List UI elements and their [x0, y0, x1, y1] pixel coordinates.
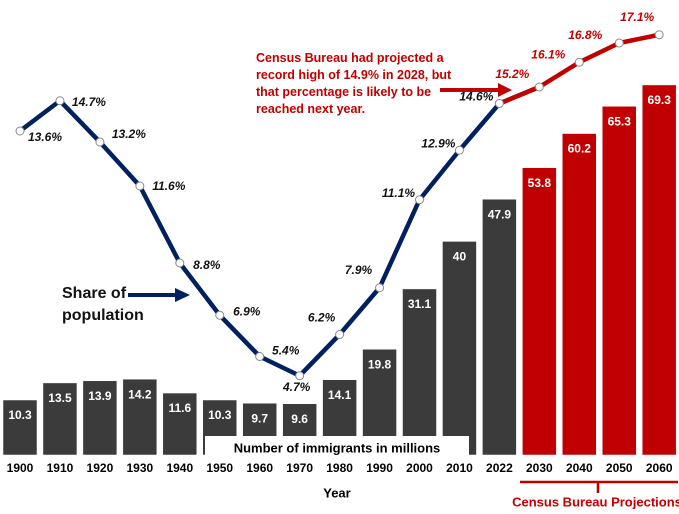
bar — [122, 378, 158, 456]
bar-label: 11.6 — [168, 401, 191, 415]
bar — [442, 241, 477, 456]
bar — [82, 380, 118, 456]
line-label: 6.9% — [233, 304, 261, 318]
bar-label: 10.3 — [8, 408, 32, 422]
bar-label: 60.2 — [568, 142, 592, 156]
line-point — [534, 82, 544, 92]
line — [18, 84, 541, 378]
x-tick-label: 1980 — [326, 461, 353, 475]
projection-bracket — [520, 480, 678, 493]
bar — [602, 106, 637, 456]
bar — [562, 133, 597, 456]
bar-label: 13.9 — [88, 389, 112, 403]
bar — [482, 198, 517, 456]
bar — [641, 84, 677, 456]
line-point — [654, 30, 664, 40]
line-label: 5.4% — [272, 344, 300, 358]
line-series-label: Share of population — [62, 285, 144, 324]
line-point — [574, 57, 584, 67]
annotation-arrowhead — [498, 83, 512, 97]
x-tick-label: 2060 — [646, 461, 673, 475]
projection-label: Census Bureau Projections — [512, 494, 679, 509]
bar-series-label: Number of immigrants in millions — [234, 440, 441, 455]
line-point — [215, 310, 225, 320]
line-point — [335, 330, 345, 339]
bar-legend-box — [205, 436, 469, 459]
x-axis-label: Year — [323, 485, 350, 500]
x-tick-label: 1950 — [206, 461, 233, 475]
line-point — [55, 96, 65, 106]
x-tick-label: 1940 — [166, 461, 193, 475]
line-label-arrowhead — [175, 288, 190, 302]
line-point — [175, 258, 185, 268]
line-label: 6.2% — [308, 311, 336, 325]
x-tick-label: 2022 — [486, 461, 513, 475]
x-tick-label: 1970 — [286, 461, 313, 475]
x-tick-label: 1960 — [246, 461, 273, 475]
x-tick-label: 1910 — [47, 461, 74, 475]
bar-label: 40 — [453, 250, 467, 264]
line-label: 12.9% — [421, 136, 455, 150]
x-tick-label: 1990 — [366, 461, 393, 475]
x-tick-label: 1900 — [7, 461, 34, 475]
line-label: 17.1% — [620, 10, 654, 24]
x-tick-label: 2010 — [446, 461, 473, 475]
line-point — [454, 145, 464, 155]
line-label: 11.6% — [152, 179, 185, 193]
x-tick-label: 2050 — [606, 461, 633, 475]
line-label: 14.7% — [72, 95, 106, 109]
line-label: 16.8% — [568, 28, 602, 42]
line-point — [255, 352, 265, 361]
line-point — [15, 126, 25, 136]
bar-label: 14.2 — [128, 387, 152, 401]
bar-label: 13.5 — [48, 391, 72, 405]
x-tick-label: 1920 — [87, 461, 114, 475]
line-label: 14.6% — [459, 90, 493, 104]
bar-label: 14.1 — [328, 388, 352, 402]
x-tick-label: 1930 — [126, 461, 153, 475]
line-label: 13.2% — [112, 127, 146, 141]
line-label: 8.8% — [193, 258, 221, 272]
line-label: 11.1% — [382, 186, 415, 200]
bar-label: 9.6 — [291, 412, 308, 426]
line-label: 16.1% — [531, 47, 565, 61]
bar-label: 9.7 — [251, 411, 268, 425]
bar-label: 47.9 — [488, 207, 512, 221]
x-tick-label: 2000 — [406, 461, 433, 475]
bar-label: 65.3 — [608, 114, 632, 128]
line-point — [95, 137, 105, 147]
bar — [402, 288, 437, 456]
line-point — [415, 195, 424, 205]
line-point — [614, 38, 624, 48]
x-tick-label: 2040 — [566, 461, 593, 475]
bar-label: 53.8 — [528, 176, 552, 190]
line-point — [295, 371, 305, 381]
bar — [2, 399, 38, 456]
line-point — [375, 283, 385, 293]
line-label: 4.7% — [282, 380, 311, 394]
bar — [162, 392, 198, 456]
bar-label: 10.3 — [208, 408, 232, 422]
bar-label: 69.3 — [648, 93, 672, 107]
line-label: 7.9% — [345, 263, 373, 277]
line-label: 15.2% — [495, 67, 529, 81]
line-point — [135, 181, 145, 191]
bar — [522, 167, 557, 456]
x-tick-label: 2030 — [526, 461, 553, 475]
line-point — [494, 99, 504, 108]
annotation: Census Bureau had projected a record hig… — [256, 51, 452, 116]
bar-label: 31.1 — [408, 297, 432, 311]
line-label: 13.6% — [28, 130, 62, 144]
bar — [42, 382, 78, 456]
bar-label: 19.8 — [368, 357, 392, 371]
